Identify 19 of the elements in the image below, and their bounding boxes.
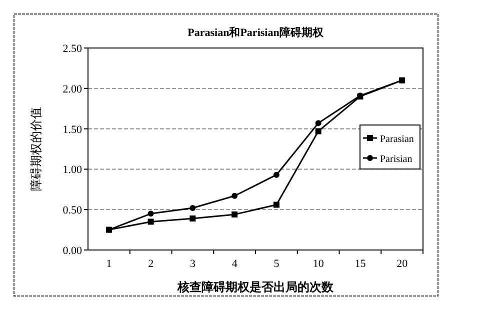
y-tick-label: 1.50 bbox=[62, 124, 82, 136]
legend-label: Parisian bbox=[380, 154, 412, 165]
x-tick-label: 15 bbox=[354, 258, 366, 270]
chart-title: Parasian和Parisian障碍期权 bbox=[188, 26, 324, 39]
x-axis-title: 核查障碍期权是否出局的次数 bbox=[176, 280, 334, 294]
x-tick-label: 5 bbox=[274, 258, 280, 270]
x-tick-label: 10 bbox=[312, 258, 324, 270]
y-tick-label: 1.00 bbox=[62, 164, 82, 176]
x-tick-label: 3 bbox=[190, 258, 196, 270]
x-tick-label: 2 bbox=[148, 258, 154, 270]
y-tick-label: 2.50 bbox=[62, 43, 82, 55]
x-tick-label: 20 bbox=[396, 258, 408, 270]
legend-label: Parasian bbox=[380, 134, 414, 145]
x-tick-label: 1 bbox=[106, 258, 112, 270]
x-tick-label: 4 bbox=[232, 258, 238, 270]
y-tick-label: 0.50 bbox=[62, 204, 82, 217]
y-tick-label: 0.00 bbox=[62, 245, 82, 257]
y-tick-label: 2.00 bbox=[62, 83, 82, 96]
y-axis-title: 障碍期权的价值 bbox=[29, 107, 43, 191]
